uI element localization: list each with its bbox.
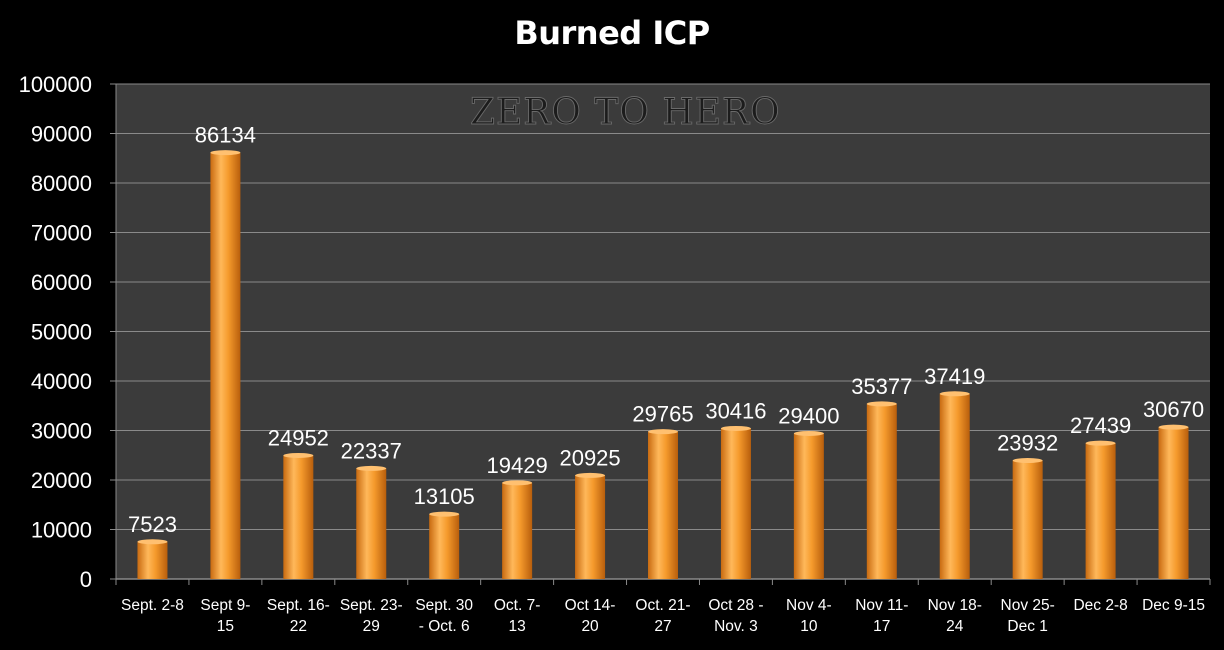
data-label: 24952 xyxy=(268,425,329,450)
x-tick-label: Dec 1 xyxy=(1007,618,1048,635)
bar-cap xyxy=(502,480,533,486)
x-tick-label: Sept. 23- xyxy=(340,597,403,614)
bar-cap xyxy=(866,401,897,407)
bar xyxy=(210,152,241,579)
x-tick-label: - Oct. 6 xyxy=(419,618,470,635)
y-tick-label: 60000 xyxy=(31,270,92,295)
bar xyxy=(720,428,751,579)
data-label: 27439 xyxy=(1070,413,1131,438)
y-tick-label: 0 xyxy=(80,567,92,592)
x-tick-label: 13 xyxy=(509,618,526,635)
x-tick-label: Oct. 7- xyxy=(494,597,541,614)
x-tick-label: Oct. 21- xyxy=(635,597,690,614)
data-label: 19429 xyxy=(487,453,548,478)
data-label: 30670 xyxy=(1143,397,1204,422)
y-tick-label: 70000 xyxy=(31,221,92,246)
x-tick-label: Dec 9-15 xyxy=(1142,597,1205,614)
chart-title: Burned ICP xyxy=(514,14,710,52)
y-tick-label: 80000 xyxy=(31,171,92,196)
y-tick-label: 40000 xyxy=(31,369,92,394)
x-tick-label: Sept. 30 xyxy=(415,597,473,614)
data-label: 29400 xyxy=(778,403,839,428)
data-label: 86134 xyxy=(195,123,256,148)
x-tick-label: Nov. 3 xyxy=(714,618,758,635)
bar xyxy=(137,541,168,579)
data-labels: 7523 86134 24952 22337 13105 19429 20925 29765 3… xyxy=(128,123,1204,537)
x-tick-label: 10 xyxy=(800,618,818,635)
x-tick-label: 17 xyxy=(873,618,890,635)
bar-cap xyxy=(356,465,387,471)
bar xyxy=(575,475,606,579)
y-tick-label: 100000 xyxy=(19,72,92,97)
data-label: 20925 xyxy=(559,445,620,470)
bar-cap xyxy=(648,429,678,435)
x-tick-label: 24 xyxy=(946,618,964,635)
bar-cap xyxy=(1012,458,1043,464)
bar xyxy=(1158,427,1189,579)
data-label: 7523 xyxy=(128,512,177,537)
x-tick-label: Sept. 2-8 xyxy=(121,597,184,614)
data-label: 23932 xyxy=(997,431,1058,456)
watermark-text: ZERO TO HERO xyxy=(470,92,781,133)
x-tick-label: Nov 18- xyxy=(928,597,982,614)
bar xyxy=(356,468,387,579)
x-tick-label: Sept. 16- xyxy=(267,597,330,614)
x-tick-label: Oct 14- xyxy=(565,597,616,614)
x-tick-label: Dec 2-8 xyxy=(1073,597,1127,614)
x-tick-label: Nov 4- xyxy=(786,597,832,614)
bar xyxy=(283,455,314,579)
bar-cap xyxy=(283,452,314,458)
y-tick-label: 90000 xyxy=(31,122,92,147)
bar-cap xyxy=(1085,440,1116,446)
y-axis-ticks: 0 10000 20000 30000 40000 50000 60000 70000 8000… xyxy=(19,72,92,592)
data-label: 29765 xyxy=(632,402,693,427)
x-tick-label: 22 xyxy=(290,618,307,635)
data-label: 35377 xyxy=(851,374,912,399)
bar-cap xyxy=(429,511,460,517)
bar xyxy=(1012,460,1043,579)
bar-cap xyxy=(939,391,970,397)
bar xyxy=(793,433,824,579)
x-axis-ticks: Sept. 2-8 Sept 9- 15 Sept. 16- 22 Sept. 23- 29… xyxy=(121,597,1205,635)
bar-cap xyxy=(210,150,241,156)
data-label: 22337 xyxy=(341,438,402,463)
bar xyxy=(939,393,970,579)
bar xyxy=(502,482,533,579)
x-tick-label: 27 xyxy=(654,618,671,635)
x-tick-label: 29 xyxy=(363,618,380,635)
x-tick-label: Nov 11- xyxy=(855,597,908,614)
bars xyxy=(137,150,1189,579)
y-tick-label: 20000 xyxy=(31,468,92,493)
y-tick-label: 10000 xyxy=(31,518,92,543)
x-tick-label: 20 xyxy=(581,618,599,635)
bar xyxy=(429,514,460,579)
x-tick-label: Sept 9- xyxy=(200,597,250,614)
bar xyxy=(866,403,897,579)
x-tick-label: 15 xyxy=(217,618,234,635)
bar-cap xyxy=(137,539,168,545)
data-label: 13105 xyxy=(414,484,475,509)
bar-cap xyxy=(720,425,751,431)
bar-cap xyxy=(793,430,824,436)
y-tick-label: 30000 xyxy=(31,419,92,444)
data-label: 30416 xyxy=(705,398,766,423)
x-tick-label: Nov 25- xyxy=(1001,597,1055,614)
bar-cap xyxy=(1158,424,1189,430)
bar xyxy=(1085,443,1116,579)
bar xyxy=(648,431,678,579)
bar-cap xyxy=(575,472,606,478)
data-label: 37419 xyxy=(924,364,985,389)
x-tick-label: Oct 28 - xyxy=(708,597,763,614)
y-tick-label: 50000 xyxy=(31,320,92,345)
